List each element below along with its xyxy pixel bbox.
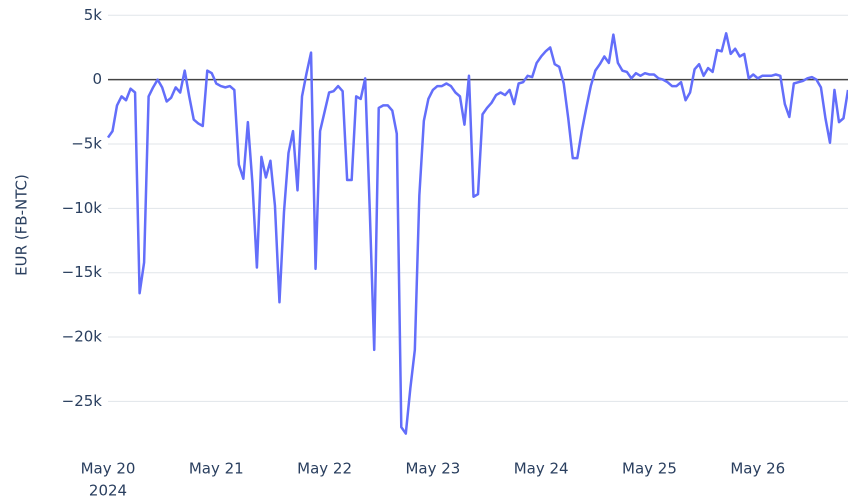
data-line — [106, 32, 848, 435]
x-tick-label: May 20 — [81, 460, 136, 478]
x-tick-label: May 21 — [189, 460, 244, 478]
y-tick-label: 5k — [84, 6, 103, 24]
y-tick-label: −5k — [71, 134, 102, 152]
y-tick-label: −10k — [62, 199, 103, 217]
x-tick-label: May 22 — [297, 460, 352, 478]
y-tick-label: −25k — [62, 392, 103, 410]
x-tick-label: May 23 — [405, 460, 460, 478]
y-axis-title: EUR (FB-NTC) — [13, 174, 31, 276]
y-tick-label: −15k — [62, 263, 103, 281]
y-tick-label: 0 — [92, 70, 102, 88]
x-tick-label: May 26 — [730, 460, 785, 478]
x-tick-label: May 24 — [514, 460, 569, 478]
x-year-label: 2024 — [89, 482, 127, 500]
x-tick-label: May 25 — [622, 460, 677, 478]
y-tick-label: −20k — [62, 328, 103, 346]
